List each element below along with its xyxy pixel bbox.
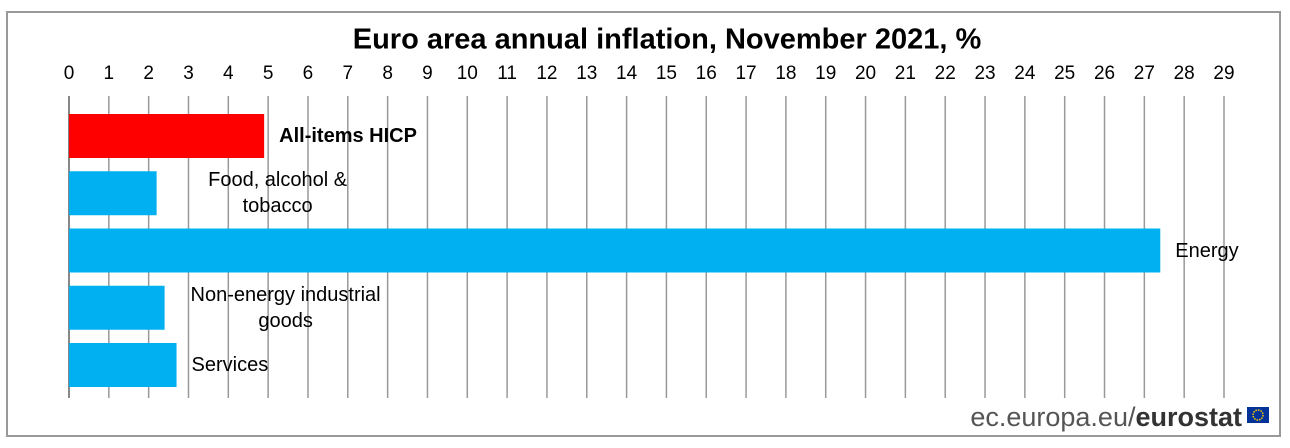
bar xyxy=(69,285,165,330)
bar xyxy=(69,228,1161,273)
x-tick-label: 29 xyxy=(1213,63,1234,84)
x-tick-label: 10 xyxy=(457,63,478,84)
x-tick-label: 13 xyxy=(576,63,597,84)
x-tick-label: 11 xyxy=(497,63,517,84)
x-tick-label: 8 xyxy=(382,63,393,84)
bar xyxy=(69,343,177,387)
frame xyxy=(6,11,1281,437)
x-tick-label: 4 xyxy=(223,63,234,84)
x-tick-label: 15 xyxy=(656,63,677,84)
x-tick-label: 25 xyxy=(1054,63,1075,84)
x-tick-label: 5 xyxy=(263,63,274,84)
x-tick-label: 3 xyxy=(183,63,194,84)
category-label: Non-energy industrial goods xyxy=(190,283,381,332)
eu-flag xyxy=(1247,407,1269,423)
x-tick-label: 14 xyxy=(616,63,638,84)
x-tick-label: 27 xyxy=(1134,63,1155,84)
chart-title: Euro area annual inflation, November 202… xyxy=(353,24,982,56)
x-tick-label: 23 xyxy=(974,63,995,84)
x-tick-label: 24 xyxy=(1014,63,1036,84)
x-tick-label: 21 xyxy=(895,63,916,84)
bar xyxy=(69,171,157,216)
source: ec.europa.eu/eurostat xyxy=(970,402,1242,433)
x-tick-label: 2 xyxy=(143,63,154,84)
x-tick-label: 28 xyxy=(1174,63,1195,84)
x-tick-label: 12 xyxy=(536,63,557,84)
x-tick-label: 18 xyxy=(775,63,796,84)
source-site: ec.europa.eu/ xyxy=(970,402,1136,432)
x-tick-label: 17 xyxy=(735,63,756,84)
x-tick-label: 7 xyxy=(343,63,354,84)
x-tick-label: 20 xyxy=(855,63,876,84)
x-tick-label: 6 xyxy=(303,63,314,84)
x-tick-label: 1 xyxy=(104,63,115,84)
category-label: Energy xyxy=(1175,239,1239,262)
category-label: All-items HICP xyxy=(279,125,417,147)
x-tick-label: 19 xyxy=(815,63,836,84)
x-tick-label: 0 xyxy=(64,63,75,84)
x-tick-label: 9 xyxy=(422,63,433,84)
x-tick-label: 26 xyxy=(1094,63,1115,84)
source-brand: eurostat xyxy=(1135,402,1242,432)
bar xyxy=(69,114,265,158)
category-label: Services xyxy=(191,354,269,376)
x-tick-label: 16 xyxy=(696,63,717,84)
x-tick-label: 22 xyxy=(935,63,956,84)
category-label: Food, alcohol & tobacco xyxy=(208,169,348,218)
